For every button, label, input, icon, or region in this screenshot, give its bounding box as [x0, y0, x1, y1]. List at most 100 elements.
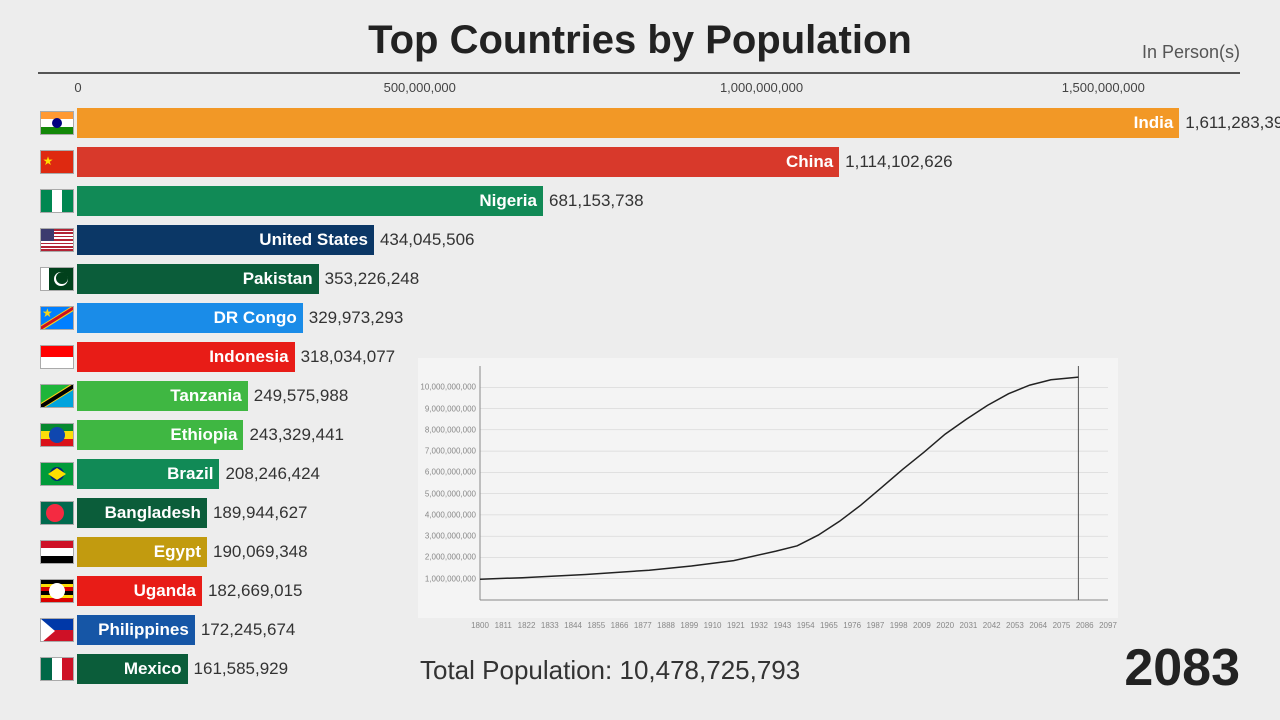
- bar-value-label: 249,575,988: [254, 386, 349, 406]
- bar-value-label: 1,611,283,397: [1185, 113, 1280, 133]
- inset-y-tick: 6,000,000,000: [425, 468, 476, 477]
- x-axis-tick: 0: [74, 80, 81, 95]
- bar-value-label: 329,973,293: [309, 308, 404, 328]
- inset-x-tick: 1998: [890, 621, 908, 630]
- bar: United States: [77, 225, 374, 255]
- bar: Tanzania: [77, 381, 248, 411]
- inset-x-tick: 1877: [634, 621, 652, 630]
- bar: Pakistan: [77, 264, 319, 294]
- bar-value-label: 190,069,348: [213, 542, 308, 562]
- bar: Mexico: [77, 654, 188, 684]
- inset-y-tick: 9,000,000,000: [425, 404, 476, 413]
- bar-country-name: Indonesia: [209, 347, 288, 367]
- flag-icon: [40, 189, 74, 213]
- flag-icon: [40, 111, 74, 135]
- inset-y-tick: 3,000,000,000: [425, 532, 476, 541]
- flag-icon: [40, 618, 74, 642]
- bar-value-label: 318,034,077: [301, 347, 396, 367]
- inset-x-tick: 1976: [843, 621, 861, 630]
- bar-country-name: India: [1134, 113, 1174, 133]
- bar-country-name: Philippines: [98, 620, 189, 640]
- bar-value-label: 1,114,102,626: [845, 152, 952, 172]
- bar-country-name: Ethiopia: [170, 425, 237, 445]
- inset-x-tick: 1987: [867, 621, 885, 630]
- x-axis: 0500,000,0001,000,000,0001,500,000,000: [78, 76, 1240, 104]
- flag-icon: [40, 267, 74, 291]
- flag-icon: [40, 228, 74, 252]
- inset-x-tick: 2086: [1076, 621, 1094, 630]
- inset-x-tick: 1833: [541, 621, 559, 630]
- bar-row: United States 434,045,506: [40, 225, 1240, 255]
- inset-y-tick: 1,000,000,000: [425, 574, 476, 583]
- inset-x-tick: 1954: [797, 621, 815, 630]
- bar-row: India1,611,283,397: [40, 108, 1240, 138]
- bar-row: Pakistan 353,226,248: [40, 264, 1240, 294]
- inset-x-tick: 1855: [587, 621, 605, 630]
- inset-x-tick: 1921: [727, 621, 745, 630]
- bar-value-label: 243,329,441: [249, 425, 344, 445]
- inset-x-tick: 1811: [495, 621, 512, 630]
- bar: India: [77, 108, 1179, 138]
- bar-value-label: 434,045,506: [380, 230, 475, 250]
- inset-line-chart: 1,000,000,0002,000,000,0003,000,000,0004…: [418, 358, 1118, 618]
- x-axis-tick: 1,500,000,000: [1062, 80, 1145, 95]
- flag-icon: [40, 462, 74, 486]
- bar-value-label: 172,245,674: [201, 620, 296, 640]
- flag-icon: [40, 579, 74, 603]
- inset-x-tick: 2075: [1053, 621, 1071, 630]
- bar: DR Congo: [77, 303, 303, 333]
- inset-y-tick: 2,000,000,000: [425, 553, 476, 562]
- inset-x-tick: 1866: [611, 621, 629, 630]
- bar-country-name: Tanzania: [170, 386, 241, 406]
- bar: Indonesia: [77, 342, 295, 372]
- flag-icon: [40, 540, 74, 564]
- bar-country-name: United States: [259, 230, 368, 250]
- bar-country-name: China: [786, 152, 833, 172]
- bar-country-name: Nigeria: [479, 191, 537, 211]
- bar: Ethiopia: [77, 420, 243, 450]
- bar-value-label: 353,226,248: [325, 269, 420, 289]
- inset-x-tick: 2020: [936, 621, 954, 630]
- inset-x-tick: 2097: [1099, 621, 1117, 630]
- flag-icon: [40, 657, 74, 681]
- inset-x-tick: 1932: [750, 621, 768, 630]
- inset-x-tick: 1965: [820, 621, 838, 630]
- bar: Philippines: [77, 615, 195, 645]
- bar-country-name: Brazil: [167, 464, 213, 484]
- bar-country-name: Bangladesh: [105, 503, 201, 523]
- x-axis-tick: 1,000,000,000: [720, 80, 803, 95]
- inset-x-tick: 1888: [657, 621, 675, 630]
- bar-row: Nigeria 681,153,738: [40, 186, 1240, 216]
- bar-country-name: Pakistan: [243, 269, 313, 289]
- inset-x-tick: 2064: [1029, 621, 1047, 630]
- inset-y-tick: 7,000,000,000: [425, 447, 476, 456]
- bar: Nigeria: [77, 186, 543, 216]
- inset-x-tick: 2042: [983, 621, 1001, 630]
- bar: Egypt: [77, 537, 207, 567]
- inset-x-tick: 2031: [960, 621, 978, 630]
- inset-y-tick: 5,000,000,000: [425, 489, 476, 498]
- bar-value-label: 182,669,015: [208, 581, 303, 601]
- flag-icon: [40, 423, 74, 447]
- bar-value-label: 208,246,424: [225, 464, 320, 484]
- inset-x-tick: 2053: [1006, 621, 1024, 630]
- inset-x-tick: 1800: [471, 621, 489, 630]
- bar-country-name: Mexico: [124, 659, 182, 679]
- title-divider: [38, 72, 1240, 74]
- flag-icon: [40, 345, 74, 369]
- x-axis-tick: 500,000,000: [384, 80, 456, 95]
- bar-country-name: Uganda: [134, 581, 196, 601]
- flag-icon: [40, 384, 74, 408]
- inset-y-tick: 10,000,000,000: [420, 383, 476, 392]
- bar-country-name: Egypt: [154, 542, 201, 562]
- flag-icon: ★: [40, 306, 74, 330]
- bar-country-name: DR Congo: [214, 308, 297, 328]
- bar-value-label: 189,944,627: [213, 503, 308, 523]
- bar-row: ★ DR Congo 329,973,293: [40, 303, 1240, 333]
- bar: Brazil: [77, 459, 219, 489]
- bar-value-label: 161,585,929: [194, 659, 289, 679]
- bar-value-label: 681,153,738: [549, 191, 644, 211]
- total-population-label: Total Population: 10,478,725,793: [420, 655, 800, 686]
- chart-title: Top Countries by Population: [0, 18, 1280, 63]
- flag-icon: [40, 501, 74, 525]
